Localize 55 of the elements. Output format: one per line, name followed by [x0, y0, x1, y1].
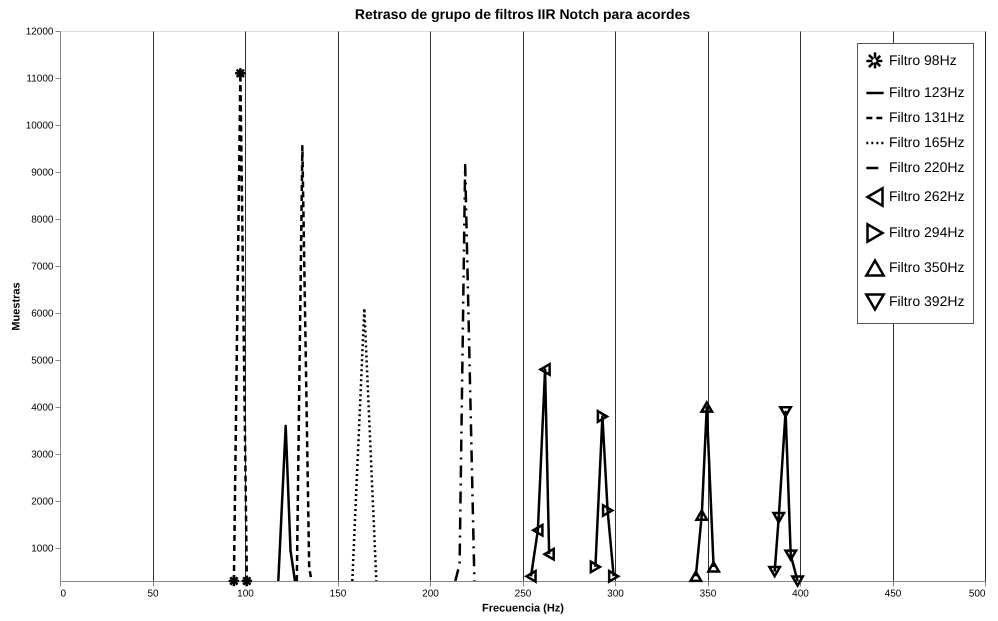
point [543, 548, 555, 561]
legend-label: Filtro 131Hz [889, 109, 964, 125]
legend-label: Filtro 220Hz [889, 159, 964, 175]
legend-label: Filtro 392Hz [889, 293, 964, 309]
point [532, 524, 544, 537]
point [240, 574, 254, 588]
point [695, 509, 708, 521]
point [772, 512, 786, 524]
chart-title: Retraso de grupo de filtros IIR Notch para acordes [354, 6, 690, 22]
point [784, 549, 798, 561]
point [608, 570, 620, 583]
point [700, 401, 714, 413]
y-tick-label: 2000 [31, 496, 54, 508]
point [791, 575, 804, 587]
legend-label: Filtro 350Hz [889, 259, 964, 275]
point [768, 566, 782, 578]
x-tick-label: 300 [607, 588, 624, 600]
legend-label: Filtro 165Hz [889, 134, 964, 150]
x-tick-label: 200 [422, 588, 440, 600]
x-tick-label: 100 [237, 588, 254, 600]
point [596, 410, 608, 423]
x-tick-label: 0 [60, 588, 66, 600]
legend-label: Filtro 262Hz [889, 188, 964, 204]
point [707, 561, 720, 573]
y-tick-label: 1000 [31, 544, 54, 555]
y-tick-label: 8000 [31, 214, 54, 226]
point [602, 504, 614, 517]
y-tick-label: 11000 [26, 74, 54, 85]
y-tick-label: 9000 [31, 168, 54, 179]
y-tick-label: 7000 [31, 262, 54, 273]
x-tick-label: 350 [700, 588, 717, 600]
x-tick-label: 250 [514, 588, 532, 600]
point [779, 406, 792, 418]
point [539, 362, 551, 376]
y-axis-title: Muestras [10, 282, 23, 331]
x-axis-title: Frecuencia (Hz) [482, 602, 564, 614]
x-tick-label: 150 [330, 588, 347, 600]
y-tick-label: 3000 [31, 450, 54, 461]
x-tick-label: 450 [884, 588, 902, 600]
point [590, 560, 602, 574]
y-tick-label: 12000 [26, 26, 54, 38]
legend-label: Filtro 98Hz [889, 52, 957, 68]
y-tick-label: 6000 [31, 308, 54, 320]
point [234, 66, 247, 80]
point [227, 574, 240, 588]
point [689, 570, 702, 582]
x-tick-label: 500 [968, 588, 986, 600]
x-tick-label: 400 [792, 588, 810, 600]
legend-label: Filtro 123Hz [889, 84, 964, 100]
y-tick-label: 10000 [26, 120, 54, 132]
y-tick-label: 5000 [31, 356, 54, 367]
point [525, 570, 537, 583]
x-tick-label: 50 [147, 588, 159, 600]
legend-label: Filtro 294Hz [889, 224, 964, 240]
y-tick-label: 4000 [31, 402, 54, 414]
